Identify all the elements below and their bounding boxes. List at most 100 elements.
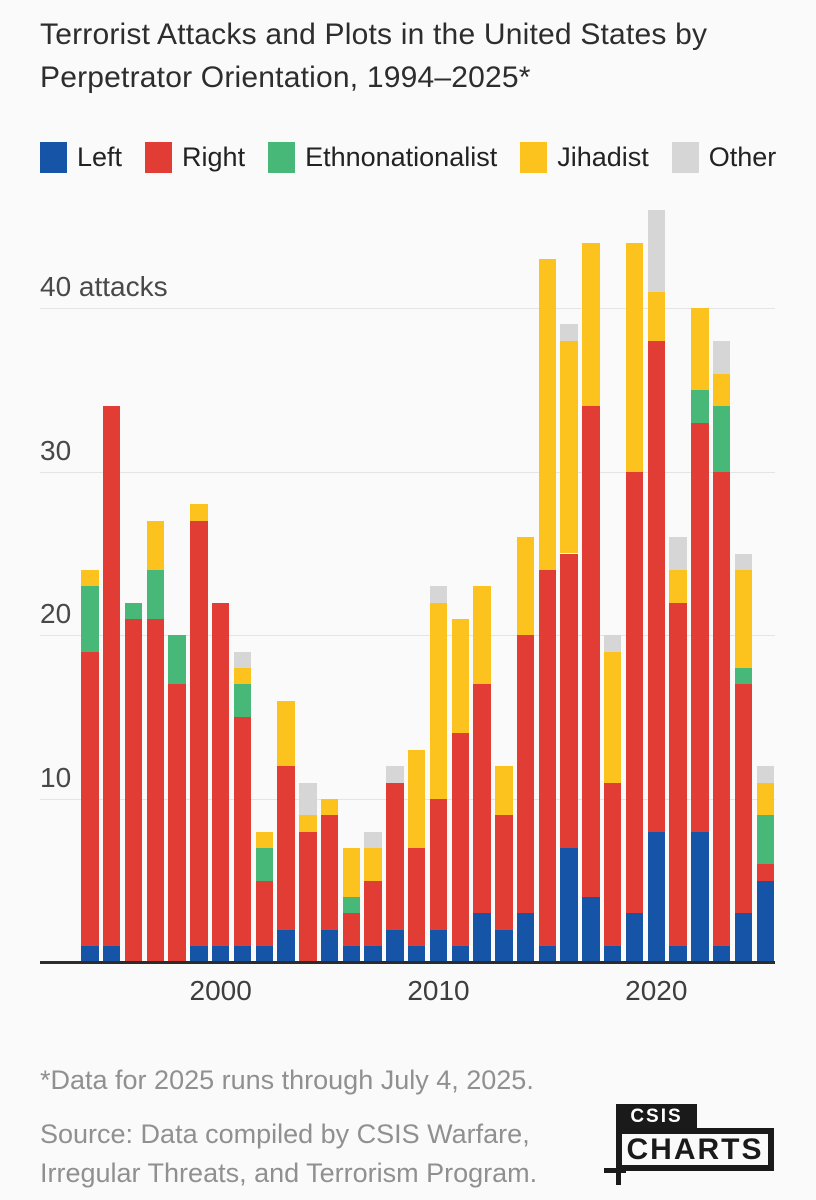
y-axis-label-40: 40 attacks — [40, 271, 168, 303]
bar-segment-left-2023 — [712, 946, 731, 963]
bar-segment-left-2024 — [734, 913, 753, 963]
bar-segment-jihadist-2009 — [408, 749, 426, 848]
bar-segment-left-2015 — [538, 946, 557, 963]
bar-segment-jihadist-2022 — [691, 308, 709, 390]
bar-segment-right-2019 — [625, 471, 644, 914]
bar-segment-other-2004 — [299, 782, 317, 816]
y-axis-label-10: 10 — [40, 761, 72, 793]
jihadist-swatch-icon — [520, 142, 548, 173]
bar-segment-jihadist-2021 — [669, 569, 687, 603]
logo-csis-text: CSIS — [616, 1104, 697, 1129]
x-axis-label-2010: 2010 — [407, 975, 470, 1006]
bar-segment-right-2000 — [212, 602, 230, 947]
bar-segment-right-2015 — [538, 569, 557, 947]
bar-segment-other-2021 — [669, 537, 687, 570]
bar-segment-ethnonationalist-1994 — [81, 586, 99, 652]
other-swatch-icon — [671, 142, 699, 173]
bar-segment-ethnonationalist-1996 — [124, 602, 143, 619]
bar-segment-left-2022 — [691, 831, 709, 963]
source-credit: Source: Data compiled by CSIS Warfare, I… — [40, 1115, 537, 1192]
bar-segment-jihadist-2019 — [625, 242, 644, 472]
bar-segment-jihadist-2004 — [299, 815, 317, 832]
bar-segment-left-2005 — [320, 929, 339, 963]
bar-segment-right-1998 — [168, 684, 186, 963]
gridline-40 — [40, 308, 775, 310]
bar-segment-other-2020 — [647, 209, 665, 292]
bar-segment-other-2010 — [429, 586, 448, 603]
bar-segment-jihadist-2020 — [647, 291, 665, 341]
bar-segment-right-1994 — [81, 651, 99, 947]
bar-segment-left-2010 — [429, 929, 448, 963]
gridline-20 — [40, 635, 775, 637]
bar-segment-right-1995 — [103, 406, 121, 947]
bar-segment-jihadist-2016 — [560, 340, 578, 554]
bar-segment-left-2008 — [386, 929, 404, 963]
legend-item-left: Left — [40, 142, 122, 173]
bar-segment-left-2025 — [756, 880, 774, 963]
legend-label: Right — [182, 142, 246, 172]
bar-segment-left-2011 — [451, 946, 469, 963]
bar-segment-left-2007 — [364, 946, 382, 963]
bar-segment-right-2003 — [277, 766, 295, 930]
bar-segment-left-2012 — [473, 913, 491, 963]
bar-segment-right-2020 — [647, 340, 665, 832]
footnote: *Data for 2025 runs through July 4, 2025… — [40, 1065, 534, 1095]
bar-segment-right-2016 — [560, 553, 578, 848]
bar-segment-right-2007 — [364, 880, 382, 947]
y-axis-label-20: 20 — [40, 598, 72, 630]
bar-segment-jihadist-1997 — [146, 520, 165, 570]
bar-segment-other-2001 — [233, 651, 252, 669]
left-swatch-icon — [40, 142, 67, 173]
bar-segment-ethnonationalist-2025 — [756, 815, 774, 865]
bar-segment-right-2006 — [342, 913, 361, 947]
gridline-30 — [40, 471, 775, 473]
bar-segment-left-1999 — [190, 946, 208, 963]
bar-segment-other-2007 — [364, 831, 382, 848]
bar-segment-left-2003 — [277, 929, 295, 963]
bar-segment-right-2018 — [604, 782, 622, 947]
bar-segment-jihadist-2001 — [233, 668, 252, 685]
bar-segment-ethnonationalist-2024 — [734, 668, 753, 685]
bar-segment-jihadist-2025 — [756, 782, 774, 816]
bar-segment-jihadist-2015 — [538, 259, 557, 570]
bar-segment-ethnonationalist-1997 — [146, 569, 165, 619]
bar-segment-jihadist-2011 — [451, 618, 469, 734]
bar-segment-right-1996 — [124, 618, 143, 963]
legend-item-right: Right — [145, 142, 245, 173]
bar-segment-jihadist-2005 — [320, 798, 339, 816]
bar-segment-right-1999 — [190, 520, 208, 947]
logo-cross-horizontal — [604, 1168, 626, 1173]
legend-label: Jihadist — [557, 142, 649, 172]
bar-segment-left-2000 — [212, 946, 230, 963]
x-axis-label-2000: 2000 — [189, 975, 252, 1006]
bar-segment-right-2012 — [473, 684, 491, 914]
bar-segment-right-2025 — [756, 864, 774, 881]
bar-segment-other-2016 — [560, 324, 578, 341]
bar-segment-right-2004 — [299, 831, 317, 963]
bar-segment-jihadist-2014 — [516, 537, 535, 636]
bar-segment-right-1997 — [146, 618, 165, 963]
logo-charts-text: CHARTS — [616, 1128, 774, 1171]
bar-segment-jihadist-2010 — [429, 602, 448, 799]
bar-segment-right-2001 — [233, 717, 252, 947]
bar-segment-ethnonationalist-2022 — [691, 389, 709, 423]
bar-segment-right-2013 — [495, 815, 513, 930]
bar-segment-right-2024 — [734, 684, 753, 914]
bar-segment-other-2024 — [734, 553, 753, 570]
bar-segment-ethnonationalist-2002 — [255, 847, 273, 881]
bar-segment-jihadist-2006 — [342, 847, 361, 898]
legend-item-ethnonationalist: Ethnonationalist — [268, 142, 497, 173]
bar-segment-left-2002 — [255, 946, 273, 963]
chart-title-line2: Perpetrator Orientation, 1994–2025* — [40, 61, 531, 94]
bar-segment-jihadist-2002 — [255, 831, 273, 848]
gridline-10 — [40, 798, 775, 800]
bar-segment-left-2013 — [495, 929, 513, 963]
source-line2: Irregular Threats, and Terrorism Program… — [40, 1157, 538, 1188]
bar-segment-left-2016 — [560, 847, 578, 963]
legend-item-jihadist: Jihadist — [520, 142, 649, 173]
bar-segment-jihadist-2013 — [495, 766, 513, 816]
bar-segment-right-2017 — [582, 406, 600, 898]
bar-segment-left-2009 — [408, 946, 426, 963]
